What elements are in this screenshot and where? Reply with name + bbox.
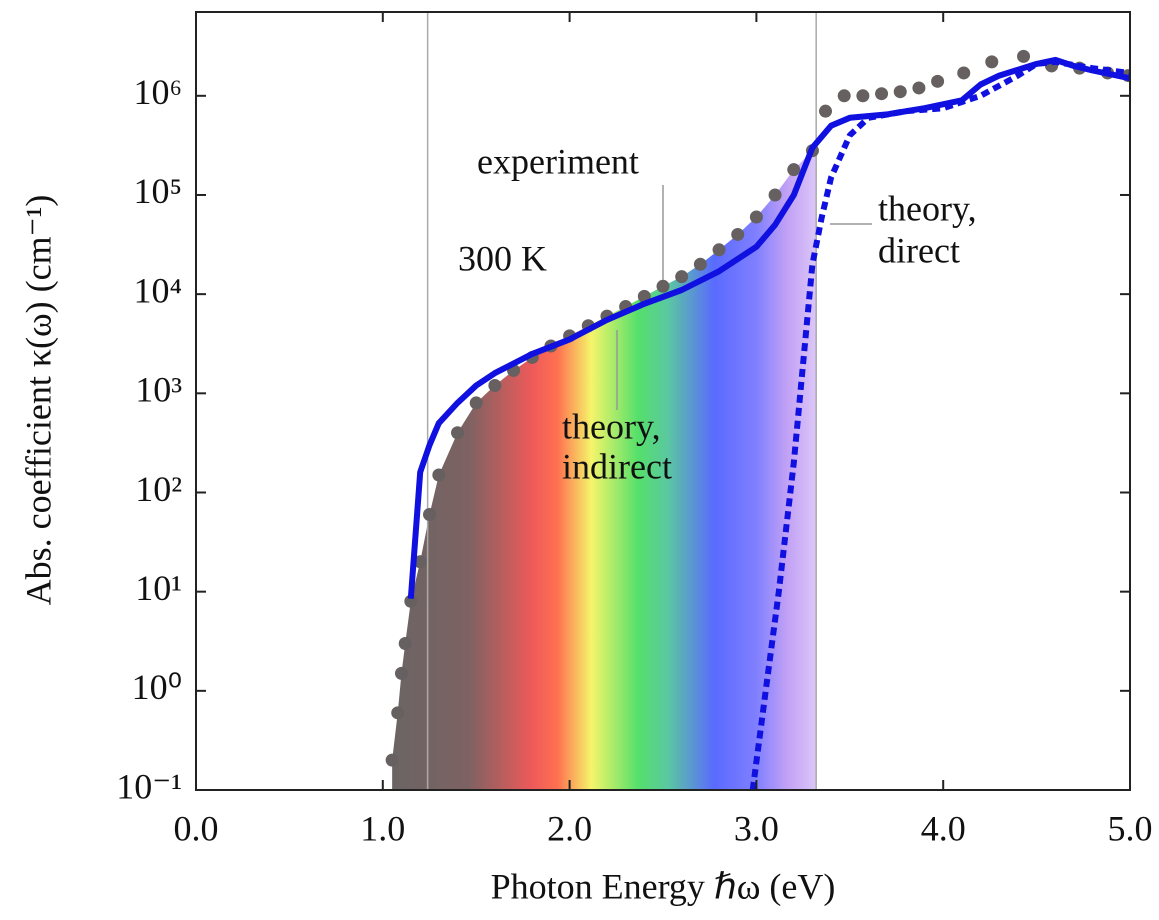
data-point: [413, 555, 427, 569]
y-tick-label: 10⁴: [133, 270, 182, 310]
data-point: [385, 753, 399, 767]
x-axis-label: Photon Energy ℏω (eV): [491, 866, 836, 906]
spectrum-fill: [392, 139, 817, 790]
y-axis-label: Abs. coefficient κ(ω) (cm⁻¹): [18, 195, 58, 606]
data-point: [856, 89, 870, 103]
annotation: theory,: [562, 406, 661, 446]
data-point: [985, 55, 999, 69]
x-tick-label: 0.0: [174, 808, 219, 848]
y-tick-label: 10¹: [135, 568, 182, 608]
data-point: [749, 210, 763, 224]
x-tick-label: 1.0: [360, 808, 405, 848]
x-tick-label: 3.0: [734, 808, 779, 848]
data-point: [957, 66, 971, 80]
data-point: [731, 227, 745, 241]
data-point: [391, 706, 405, 720]
data-point: [712, 243, 726, 257]
annotation: direct: [878, 230, 960, 270]
spectrum-group: [392, 139, 817, 790]
data-point: [404, 594, 418, 608]
x-tick-label: 4.0: [921, 808, 966, 848]
data-point: [675, 270, 689, 284]
y-tick-label: 10⁰: [132, 667, 182, 707]
data-point: [912, 81, 926, 95]
plot-frame: [195, 11, 1131, 791]
data-point: [787, 163, 801, 177]
data-point: [398, 637, 412, 651]
data-point: [469, 396, 483, 410]
annotation: experiment: [477, 141, 639, 181]
data-point: [819, 104, 833, 118]
series-line: [749, 58, 1130, 790]
x-tick-label: 5.0: [1108, 808, 1153, 848]
data-point: [893, 85, 907, 99]
y-tick-label: 10⁻¹: [116, 766, 182, 806]
annotation: theory,: [878, 188, 977, 228]
data-point: [451, 426, 465, 440]
data-point: [931, 74, 945, 88]
data-point: [1017, 49, 1031, 63]
data-point: [432, 468, 446, 482]
y-tick-label: 10⁵: [133, 171, 182, 211]
data-point: [488, 378, 502, 392]
data-point: [656, 279, 670, 293]
y-tick-label: 10²: [135, 469, 182, 509]
series-line: [407, 56, 1130, 599]
plot-area: [385, 12, 1130, 790]
y-tick-label: 10⁶: [133, 72, 182, 112]
annotation: indirect: [562, 446, 672, 486]
data-point: [837, 89, 851, 103]
data-point: [875, 87, 889, 101]
annotation: 300 K: [458, 238, 547, 278]
y-tick-label: 10³: [135, 370, 182, 410]
data-point: [423, 507, 436, 521]
data-point: [394, 666, 408, 680]
data-point: [768, 188, 782, 202]
x-tick-label: 2.0: [547, 808, 592, 848]
data-point: [693, 257, 707, 271]
